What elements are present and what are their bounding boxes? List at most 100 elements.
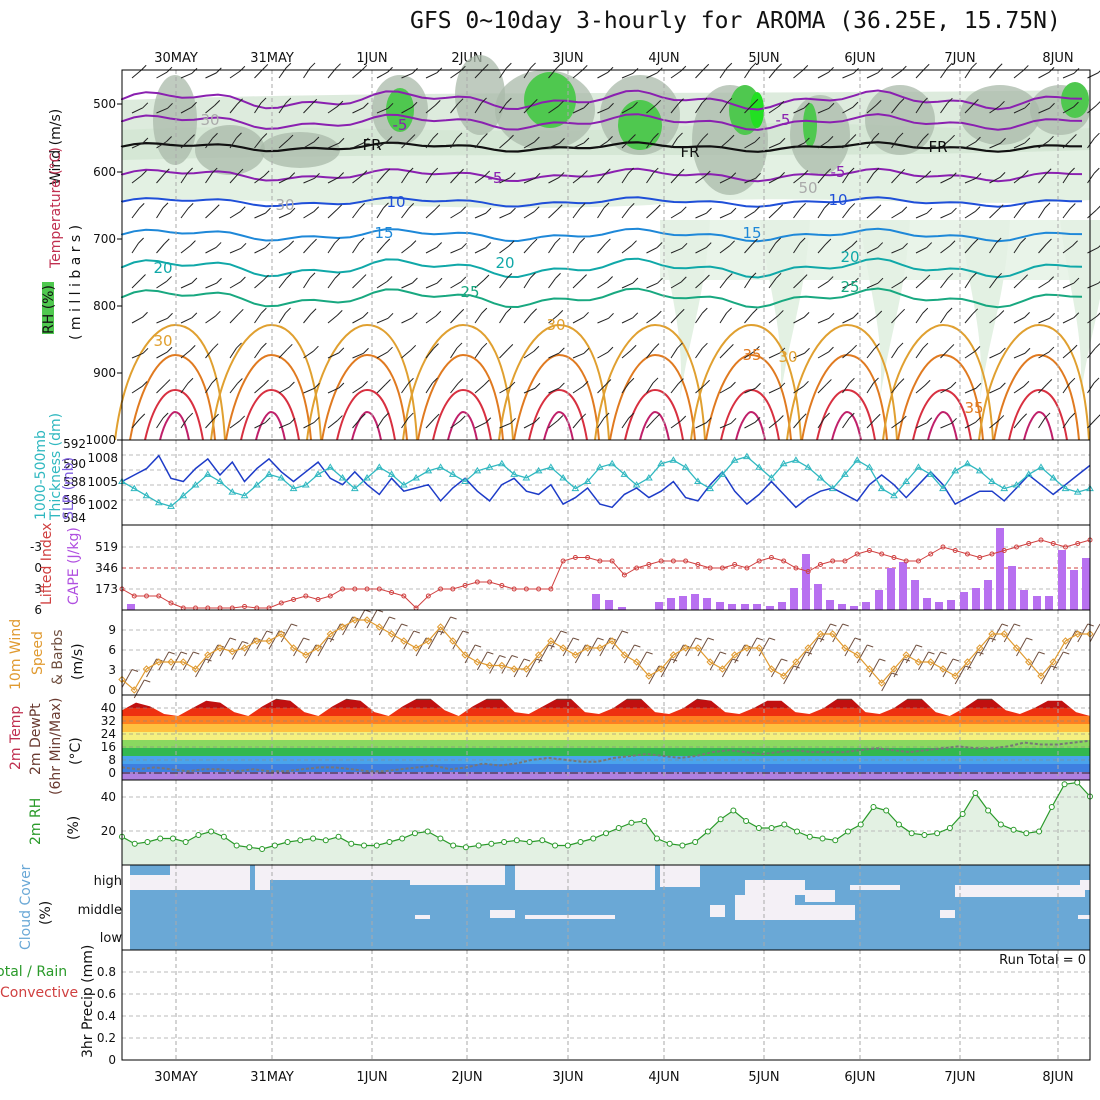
wind-barb-flag bbox=[730, 207, 737, 214]
wind10-point bbox=[436, 623, 445, 631]
wind-barb bbox=[474, 68, 484, 79]
cape-bar bbox=[778, 602, 786, 610]
wind-barb-flag bbox=[411, 312, 418, 319]
li-point bbox=[1013, 544, 1019, 550]
wind-barb-flag bbox=[1020, 202, 1027, 209]
cape-bar bbox=[972, 588, 980, 610]
wind-barb bbox=[646, 137, 654, 149]
wind-barb-flag bbox=[975, 416, 981, 423]
date-label-top: 8JUN bbox=[1042, 51, 1073, 66]
wind-barb-flag bbox=[216, 277, 222, 284]
wind-barb-flag bbox=[701, 307, 708, 314]
wind-barb-flag bbox=[800, 413, 807, 420]
wind-barb-flag bbox=[875, 204, 882, 211]
wind-barb bbox=[768, 176, 780, 184]
wind-barb bbox=[1038, 317, 1050, 324]
contour-45-bump bbox=[735, 410, 766, 441]
wind-barb-flag bbox=[655, 310, 662, 317]
wind10-point bbox=[939, 665, 947, 673]
wind-barb bbox=[964, 350, 976, 359]
date-label-bottom: 2JUN bbox=[451, 1070, 482, 1085]
wind-barb-flag bbox=[509, 172, 516, 179]
wind10-barbs bbox=[121, 609, 1100, 699]
wind10-barb bbox=[182, 651, 194, 671]
wind-barb bbox=[915, 212, 928, 219]
wind-barb bbox=[719, 245, 730, 254]
wind-barb-flag bbox=[361, 64, 368, 71]
wind10-barb bbox=[709, 651, 721, 671]
wind-barb-flag bbox=[652, 167, 659, 174]
wind-barb bbox=[1013, 242, 1022, 254]
wind-barb-flag bbox=[164, 379, 171, 385]
wind-barb-flag bbox=[386, 276, 393, 282]
wind-barb-flag bbox=[409, 134, 416, 140]
thickness-point bbox=[412, 473, 420, 481]
y-tick-rh2m: 40 bbox=[101, 790, 116, 804]
wind-barb bbox=[327, 387, 340, 394]
wind-barb bbox=[1013, 279, 1024, 289]
li-point bbox=[144, 593, 150, 599]
wind-barb-flag bbox=[236, 132, 242, 139]
li-point bbox=[707, 565, 713, 571]
wind10-barb bbox=[660, 658, 672, 678]
wind-barb-flag bbox=[996, 272, 1002, 279]
wind10-barb bbox=[954, 665, 966, 685]
wind-barb bbox=[548, 387, 560, 394]
wind10-barb-flag bbox=[144, 679, 151, 683]
rh-green-blob bbox=[524, 72, 576, 128]
wind-barb-flag bbox=[433, 413, 440, 420]
wind-barb-flag bbox=[582, 170, 588, 176]
wind10-barb bbox=[280, 623, 292, 643]
wind-barb-flag bbox=[508, 134, 514, 141]
rh-green-blob bbox=[803, 103, 817, 147]
wind-barb-flag bbox=[901, 276, 908, 283]
thickness-point bbox=[914, 463, 923, 470]
wind-barb bbox=[180, 317, 193, 324]
li-point bbox=[1050, 541, 1056, 546]
wind10-point bbox=[498, 661, 506, 670]
wind-barb-flag bbox=[605, 238, 611, 245]
wind-barb bbox=[940, 212, 952, 219]
temp-band bbox=[122, 732, 1090, 740]
wind10-point bbox=[596, 644, 604, 652]
wind10-barb bbox=[869, 658, 880, 678]
wind-barb bbox=[817, 140, 829, 149]
wind-barb-flag bbox=[583, 137, 590, 144]
cape-bar bbox=[592, 594, 600, 610]
wind-barb bbox=[670, 211, 682, 219]
contour-30-bump bbox=[978, 323, 1090, 441]
wind-barb-flag bbox=[974, 206, 981, 212]
contour-30-bump bbox=[210, 323, 322, 441]
rh2m-point bbox=[462, 844, 469, 851]
wind-barb bbox=[719, 349, 729, 359]
wind-barb bbox=[401, 245, 412, 254]
wind-barb-flag bbox=[162, 412, 169, 419]
wind-barb-flag bbox=[483, 274, 490, 281]
contour-label: 30 bbox=[275, 196, 294, 214]
contour-35-bump bbox=[225, 353, 312, 441]
contour-40-bump bbox=[432, 388, 492, 441]
rh2m-point bbox=[144, 839, 151, 845]
wind-barb bbox=[474, 279, 485, 289]
cape-grid bbox=[175, 525, 1059, 610]
wind-barb-flag bbox=[285, 62, 292, 69]
wind-barb-flag bbox=[949, 134, 955, 141]
thickness-point bbox=[338, 473, 347, 481]
wind-barb-flag bbox=[410, 240, 417, 246]
wind-barb-flag bbox=[632, 312, 639, 319]
wind-barb bbox=[180, 245, 191, 254]
thickness-point bbox=[559, 473, 567, 481]
li-point bbox=[768, 555, 774, 560]
li-point bbox=[1038, 537, 1044, 543]
wind10-barb bbox=[1089, 623, 1100, 643]
contour-label: 35 bbox=[964, 399, 983, 417]
li-point bbox=[572, 555, 578, 560]
contour-30-bump bbox=[786, 323, 898, 441]
wind-barb bbox=[866, 137, 875, 149]
contour-label: 30 bbox=[546, 316, 565, 334]
contour-45-bump bbox=[639, 410, 670, 441]
wind-barb-flag bbox=[287, 134, 294, 141]
wind-barb-flag bbox=[630, 134, 636, 140]
wind-barb-flag bbox=[705, 242, 712, 248]
wind-barb-flag bbox=[260, 307, 267, 314]
